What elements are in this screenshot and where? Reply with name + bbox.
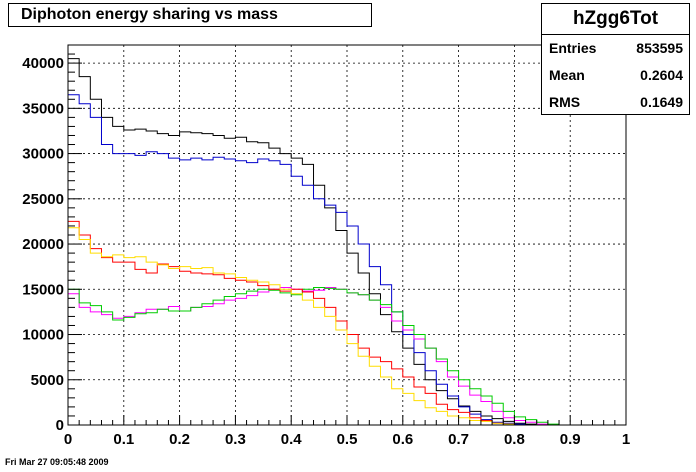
y-tick-labels: 0 5000 10000 15000 20000 25000 30000 35000 40000	[22, 55, 64, 434]
y-tick-label: 35000	[22, 100, 64, 117]
x-tick-label: 0.9	[560, 431, 581, 448]
stats-value: 0.1649	[640, 94, 683, 110]
stats-histogram-name: hZgg6Tot	[542, 4, 689, 35]
y-tick-label: 30000	[22, 146, 64, 163]
y-tick-label: 15000	[22, 281, 64, 298]
x-tick-label: 0.1	[113, 431, 134, 448]
stats-key: Entries	[549, 40, 597, 56]
x-tick-label: 0.6	[392, 431, 413, 448]
x-tick-label: 1	[622, 431, 630, 448]
y-tick-label: 40000	[22, 55, 64, 72]
stats-key: RMS	[549, 94, 581, 110]
x-tick-label: 0.8	[504, 431, 525, 448]
y-tick-label: 5000	[31, 372, 64, 389]
chart-title: Diphoton energy sharing vs mass	[8, 3, 372, 27]
stats-key: Mean	[549, 67, 585, 83]
y-tick-label: 20000	[22, 236, 64, 253]
x-tick-label: 0.4	[281, 431, 303, 448]
stats-row-rms: RMS 0.1649	[542, 89, 689, 116]
x-tick-label: 0	[64, 431, 72, 448]
x-tick-labels: 0 0.1 0.2 0.3 0.4 0.5 0.6 0.7 0.8 0.9 1	[64, 431, 630, 448]
stats-box: hZgg6Tot Entries 853595 Mean 0.2604 RMS …	[541, 3, 690, 115]
y-tick-label: 25000	[22, 191, 64, 208]
series-3-line	[68, 286, 626, 426]
x-tick-label: 0.5	[337, 431, 358, 448]
axes	[67, 44, 627, 426]
x-tick-label: 0.7	[448, 431, 469, 448]
y-tick-label: 0	[56, 417, 64, 434]
series-0-line	[68, 58, 626, 426]
stats-row-entries: Entries 853595	[542, 35, 689, 62]
grid-lines	[68, 45, 626, 425]
stats-value: 853595	[636, 40, 683, 56]
stats-value: 0.2604	[640, 67, 683, 83]
y-tick-label: 10000	[22, 327, 64, 344]
stats-row-mean: Mean 0.2604	[542, 62, 689, 89]
datestamp: Fri Mar 27 09:05:48 2009	[5, 457, 109, 467]
x-tick-label: 0.3	[225, 431, 246, 448]
x-tick-label: 0.2	[169, 431, 190, 448]
